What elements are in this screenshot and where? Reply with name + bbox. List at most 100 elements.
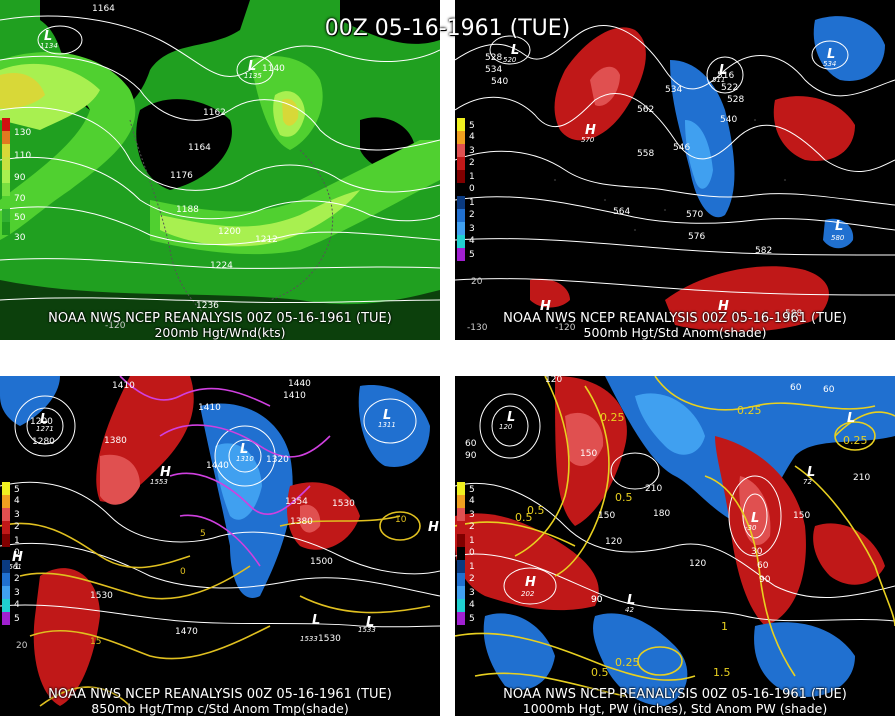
low-center-value: 1310 <box>236 455 254 463</box>
contour-label: 1410 <box>112 381 135 391</box>
low-center-value: 520 <box>503 56 517 64</box>
contour-label: 60 <box>790 383 802 393</box>
low-center-value: 42 <box>625 606 634 614</box>
contour-label: 15 <box>90 637 101 647</box>
high-center-value: 202 <box>521 590 535 598</box>
low-center-value: 580 <box>831 234 845 242</box>
contour-label: 1224 <box>210 261 233 271</box>
low-center-symbol: L <box>627 593 635 608</box>
contour-label: 0.25 <box>615 656 640 669</box>
panel-1000mb: 120 0.25 60 90 150 0.5 210 180 150 120 0… <box>455 376 895 716</box>
low-center-symbol: L <box>366 615 374 630</box>
legend-label: 1 <box>469 198 475 208</box>
legend-label: 1 <box>469 536 475 546</box>
panel-source-line: NOAA NWS NCEP REANALYSIS 00Z 05-16-1961 … <box>503 687 847 702</box>
high-center-symbol: H <box>718 299 729 314</box>
panel-field-line: 500mb Hgt/Std Anom(shade) <box>583 325 767 340</box>
contour-label: 564 <box>613 207 630 217</box>
longitude-label: -120 <box>105 321 126 331</box>
low-center-value: -30 <box>745 524 757 532</box>
low-center-value: 1135 <box>244 72 262 80</box>
map-title: 00Z 05-16-1961 (TUE) <box>324 16 571 41</box>
legend-label: 2 <box>469 574 475 584</box>
legend-label: 4 <box>469 496 475 506</box>
legend-label: 5 <box>14 485 20 495</box>
contour-label: 540 <box>720 115 737 125</box>
low-center-symbol: L <box>240 442 248 457</box>
legend-label: 0 <box>469 548 475 558</box>
low-center-value: 1533 <box>300 635 318 643</box>
contour-label: 528 <box>727 95 744 105</box>
low-center-value: 534 <box>823 60 836 68</box>
contour-label: 90 <box>465 451 477 461</box>
low-center-value: 120 <box>499 423 513 431</box>
panel-1000mb-map: 120 0.25 60 90 150 0.5 210 180 150 120 0… <box>455 376 895 716</box>
contour-label: 1530 <box>90 591 113 601</box>
high-center-symbol: H <box>585 123 596 138</box>
contour-label: 558 <box>637 149 654 159</box>
legend-label: 70 <box>14 194 26 204</box>
contour-label: 546 <box>673 143 690 153</box>
contour-label: 150 <box>793 511 810 521</box>
contour-label: 1470 <box>175 627 198 637</box>
legend-label: 1 <box>14 562 20 572</box>
contour-label: 528 <box>485 53 502 63</box>
contour-label: 210 <box>853 473 870 483</box>
contour-label: 60 <box>465 439 477 449</box>
legend-label: 3 <box>469 588 475 598</box>
contour-label: 0.25 <box>737 404 762 417</box>
panel-500mb-map: 528 534 540 562 534 516 522 528 540 546 … <box>455 0 895 340</box>
contour-label: 10 <box>395 515 407 525</box>
legend-label: 2 <box>14 574 20 584</box>
contour-label: 0.5 <box>527 504 545 517</box>
low-center-symbol: L <box>847 411 855 426</box>
low-center-symbol: L <box>835 219 843 234</box>
contour-label: 1188 <box>176 205 199 215</box>
contour-label: 1200 <box>218 227 241 237</box>
contour-label: 30 <box>751 547 763 557</box>
low-center-symbol: L <box>807 465 815 480</box>
high-center-symbol: H <box>540 299 551 314</box>
latitude-label: 20 <box>471 277 483 287</box>
contour-label: 1162 <box>203 108 226 118</box>
contour-label: 1500 <box>310 557 333 567</box>
contour-label: 90 <box>591 595 603 605</box>
contour-label: 1440 <box>206 461 229 471</box>
legend-label: 1 <box>469 172 475 182</box>
legend-label: 5 <box>469 614 475 624</box>
legend-label: 3 <box>469 510 475 520</box>
legend-label: 2 <box>469 210 475 220</box>
legend-label: 2 <box>469 158 475 168</box>
contour-label: 0 <box>180 567 186 577</box>
legend-label: 3 <box>469 146 475 156</box>
contour-label: 150 <box>598 511 615 521</box>
high-center-symbol: H <box>525 575 536 590</box>
contour-label: 1200 <box>30 417 53 427</box>
contour-label: 1410 <box>198 403 221 413</box>
high-center-symbol: H <box>12 550 23 565</box>
panel-field-line: 850mb Hgt/Tmp c/Std Anom Tmp(shade) <box>91 701 349 716</box>
legend-swatch <box>2 144 10 157</box>
panel-200mb-map: 1164 1140 1162 1164 1176 1188 1200 1212 … <box>0 0 440 340</box>
low-center-value: 72 <box>803 478 812 486</box>
contour-label: 570 <box>686 210 703 220</box>
high-center-value: 1553 <box>150 478 168 486</box>
legend-label: 5 <box>469 250 475 260</box>
high-center-symbol: H <box>160 465 171 480</box>
legend-swatch <box>2 170 10 183</box>
contour-label: 1164 <box>188 143 211 153</box>
contour-label: 150 <box>580 449 597 459</box>
contour-label: 60 <box>823 385 835 395</box>
legend-label: 110 <box>14 151 32 161</box>
legend-label: 4 <box>14 600 20 610</box>
legend-label: 90 <box>14 173 26 183</box>
legend-label: 3 <box>14 588 20 598</box>
legend-label: 130 <box>14 128 32 138</box>
low-center-value: 1533 <box>358 626 376 634</box>
legend-label: 0 <box>469 184 475 194</box>
legend-swatch <box>2 196 10 209</box>
contour-label: 1164 <box>92 4 115 14</box>
legend-label: 5 <box>469 485 475 495</box>
low-center-value: 1134 <box>40 42 58 50</box>
